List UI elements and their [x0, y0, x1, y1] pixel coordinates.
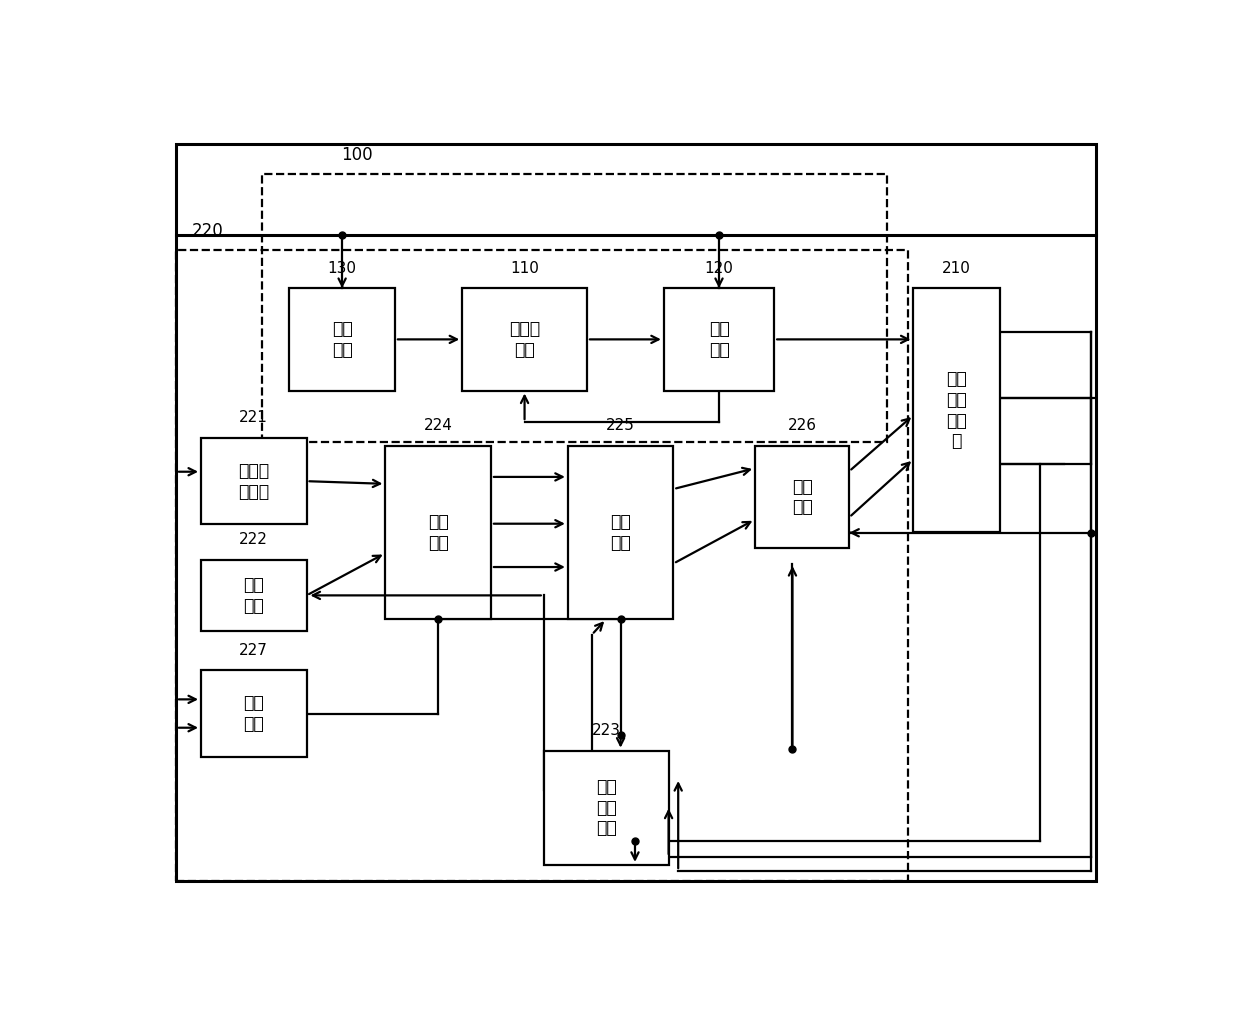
Bar: [290, 288, 395, 391]
Text: 220: 220: [192, 222, 223, 240]
Bar: [755, 446, 849, 548]
Text: 轴系
模型: 轴系 模型: [709, 320, 730, 359]
Text: 221: 221: [239, 410, 268, 426]
Bar: [385, 446, 491, 619]
Bar: [462, 288, 587, 391]
Bar: [263, 174, 887, 442]
Bar: [176, 251, 908, 881]
Bar: [913, 288, 1000, 532]
Text: 225: 225: [606, 418, 636, 433]
Text: 功率
控制: 功率 控制: [427, 513, 449, 551]
Text: 210: 210: [942, 261, 971, 275]
Text: 222: 222: [239, 532, 268, 547]
Text: 100: 100: [341, 145, 373, 164]
Text: 功率
测量: 功率 测量: [243, 576, 264, 615]
Text: 电流
控制: 电流 控制: [611, 513, 631, 551]
Text: 最大风
能追踪: 最大风 能追踪: [238, 461, 269, 500]
Bar: [664, 288, 774, 391]
Text: 风力机
模型: 风力机 模型: [509, 320, 540, 359]
Text: 110: 110: [510, 261, 539, 275]
Text: 双馈
感应
发电
机: 双馈 感应 发电 机: [947, 370, 966, 450]
Text: 120: 120: [705, 261, 733, 275]
Bar: [201, 670, 306, 757]
Text: 坐标
变换: 坐标 变换: [792, 478, 813, 517]
Text: 电压
电流
测量: 电压 电流 测量: [596, 777, 617, 838]
Text: 130: 130: [327, 261, 357, 275]
Text: 223: 223: [592, 723, 621, 738]
Bar: [201, 438, 306, 525]
Text: 控制
保护: 控制 保护: [243, 695, 264, 732]
Bar: [201, 560, 306, 631]
Text: 226: 226: [788, 418, 817, 433]
Text: 桨距
控制: 桨距 控制: [332, 320, 352, 359]
Bar: [567, 446, 674, 619]
Text: 224: 224: [424, 418, 452, 433]
Bar: [544, 751, 669, 864]
Text: 227: 227: [239, 642, 268, 658]
